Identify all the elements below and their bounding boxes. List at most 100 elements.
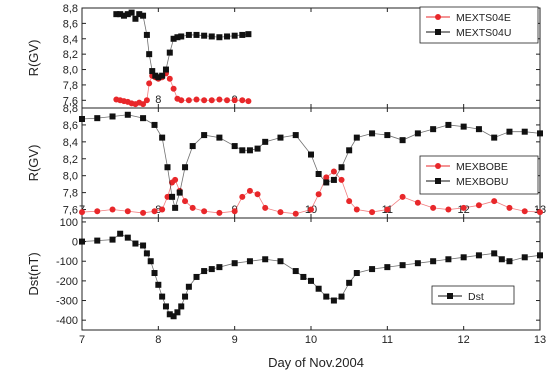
legend: MEXTS04E MEXTS04U — [419, 6, 539, 44]
data-point — [330, 297, 337, 304]
data-point — [164, 164, 171, 171]
data-point — [170, 85, 177, 92]
data-point — [491, 198, 498, 205]
data-point — [315, 285, 322, 292]
data-point — [117, 11, 124, 18]
data-point — [445, 256, 452, 263]
data-point — [146, 80, 153, 87]
data-point — [224, 33, 231, 40]
data-point — [149, 68, 156, 75]
data-point — [216, 96, 223, 103]
data-point — [124, 208, 131, 215]
y-tick-label: 8,8 — [63, 3, 78, 15]
data-point — [460, 204, 467, 211]
y-axis-title: R(GV) — [26, 40, 41, 77]
data-point — [94, 115, 101, 122]
data-point — [491, 250, 498, 257]
data-point — [159, 293, 166, 300]
data-point — [338, 176, 345, 183]
data-point — [300, 273, 307, 280]
data-point — [185, 283, 192, 290]
legend-label: MEXTS04E — [456, 12, 511, 24]
y-tick-label: 8,4 — [63, 137, 78, 149]
legend: MEXBOBE MEXBOBU — [419, 155, 539, 195]
data-point — [201, 268, 208, 275]
data-point — [120, 12, 127, 19]
data-point — [292, 132, 299, 139]
data-point — [128, 9, 135, 16]
data-point — [231, 143, 238, 150]
x-tick-label: 9 — [232, 334, 238, 346]
data-point — [262, 138, 269, 145]
data-point — [292, 210, 299, 217]
panels-group: 7,67,88,08,28,48,68,889R(GV)MEXTS04EMEXT… — [26, 3, 546, 346]
data-point — [308, 151, 314, 158]
legend-label: MEXTS04U — [456, 27, 511, 39]
legend: Dst — [431, 285, 515, 305]
data-point — [208, 33, 215, 40]
data-point — [182, 198, 189, 205]
data-point — [475, 126, 482, 133]
data-point — [143, 97, 150, 104]
y-tick-label: 8,2 — [63, 154, 78, 166]
legend-label: MEXBOBU — [456, 176, 509, 188]
data-point — [491, 134, 498, 141]
data-point — [117, 230, 124, 237]
data-point — [254, 145, 261, 152]
data-point — [136, 11, 143, 18]
data-point — [178, 33, 185, 40]
data-point — [169, 193, 176, 200]
series-mexbobu — [79, 111, 543, 211]
data-point — [185, 97, 192, 104]
y-tick-label: 7,8 — [63, 188, 78, 200]
x-tick-label: 12 — [458, 334, 470, 346]
data-point — [315, 171, 322, 177]
data-point — [338, 293, 345, 300]
x-tick-label: 10 — [305, 334, 317, 346]
data-point — [146, 51, 153, 58]
x-tick-label: 13 — [534, 334, 546, 346]
data-point — [246, 258, 253, 265]
data-point — [151, 208, 158, 215]
data-point — [216, 209, 223, 216]
data-point — [308, 277, 314, 284]
x-tick-label: 11 — [382, 334, 393, 346]
data-point — [277, 258, 284, 265]
data-point — [353, 134, 360, 141]
data-point — [521, 128, 528, 135]
panel-2: 7,67,88,08,28,48,68,878910111213R(GV)MEX… — [26, 103, 546, 219]
data-point — [159, 134, 166, 141]
data-point — [216, 34, 223, 41]
data-point — [231, 97, 238, 104]
data-point — [369, 209, 376, 216]
data-point — [132, 240, 139, 247]
data-point — [245, 31, 252, 38]
data-point — [216, 264, 223, 271]
data-point — [399, 262, 406, 269]
data-point — [109, 113, 116, 120]
data-point — [201, 97, 208, 104]
y-axis-title: R(GV) — [26, 145, 41, 182]
data-point — [246, 187, 253, 194]
y-tick-label: 8,0 — [63, 171, 78, 183]
data-point — [182, 293, 189, 300]
data-point — [239, 193, 246, 200]
y-tick-label: 7,6 — [63, 95, 78, 107]
data-point — [140, 12, 147, 19]
data-point — [189, 204, 196, 211]
data-point — [201, 208, 208, 215]
data-point — [132, 15, 139, 22]
data-point — [113, 11, 120, 18]
data-point — [178, 303, 185, 310]
data-point — [140, 115, 147, 122]
data-point — [147, 258, 154, 265]
data-point — [308, 206, 314, 213]
y-tick-label: 8,6 — [63, 18, 78, 30]
series-mexts04u — [113, 9, 252, 81]
data-point — [338, 164, 345, 171]
panel-frame — [81, 217, 541, 331]
legend-marker — [435, 29, 441, 35]
data-point — [506, 258, 513, 265]
data-point — [189, 143, 196, 150]
legend-marker — [447, 293, 453, 299]
